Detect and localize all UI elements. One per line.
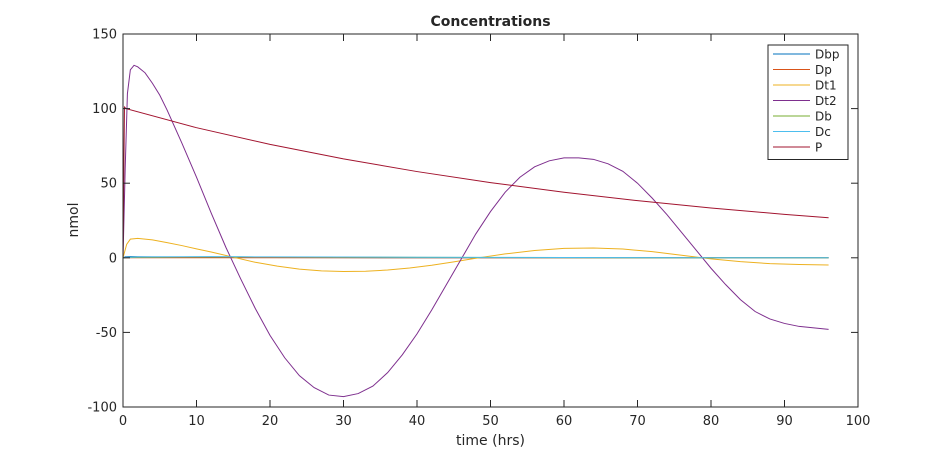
series-layer xyxy=(122,64,829,398)
x-tick-label: 20 xyxy=(262,414,279,429)
series-line-dc xyxy=(122,256,829,259)
legend-label-dc: Dc xyxy=(815,125,831,139)
x-tick-label: 10 xyxy=(188,414,205,429)
x-tick-label: 70 xyxy=(629,414,646,429)
x-tick-label: 0 xyxy=(119,414,127,429)
x-tick-label: 80 xyxy=(703,414,720,429)
x-axis-label: time (hrs) xyxy=(456,433,525,449)
x-tick-label: 90 xyxy=(776,414,793,429)
y-axis-label: nmol xyxy=(66,203,82,238)
tick-labels: 0 10 20 30 40 50 60 70 80 90 100 -100 -50 0 50 100 150 xyxy=(87,28,870,430)
y-tick-label: -50 xyxy=(96,326,117,341)
y-tick-label: 150 xyxy=(92,28,117,43)
legend-box xyxy=(767,44,849,160)
legend-label-dt1: Dt1 xyxy=(815,79,837,93)
y-tick-label: 0 xyxy=(109,251,117,266)
legend-label-dp: Dp xyxy=(815,63,832,77)
series-line-dt2 xyxy=(122,64,829,398)
y-tick-label: 100 xyxy=(92,102,117,117)
legend-label-dt2: Dt2 xyxy=(815,94,837,108)
chart-title: Concentrations xyxy=(430,14,550,30)
x-tick-label: 50 xyxy=(482,414,499,429)
plot-background xyxy=(123,34,858,407)
plot-area xyxy=(123,34,858,407)
legend-label-p: P xyxy=(815,141,822,155)
x-tick-label: 30 xyxy=(335,414,352,429)
axes xyxy=(122,33,859,408)
legend-label-db: Db xyxy=(815,110,832,124)
x-tick-label: 40 xyxy=(409,414,426,429)
x-tick-label: 100 xyxy=(846,414,871,429)
series-line-dt1 xyxy=(122,237,829,273)
legend-label-dbp: Dbp xyxy=(815,48,839,62)
y-tick-label: 50 xyxy=(100,177,117,192)
x-tick-label: 60 xyxy=(556,414,573,429)
y-tick-label: -100 xyxy=(87,401,117,416)
